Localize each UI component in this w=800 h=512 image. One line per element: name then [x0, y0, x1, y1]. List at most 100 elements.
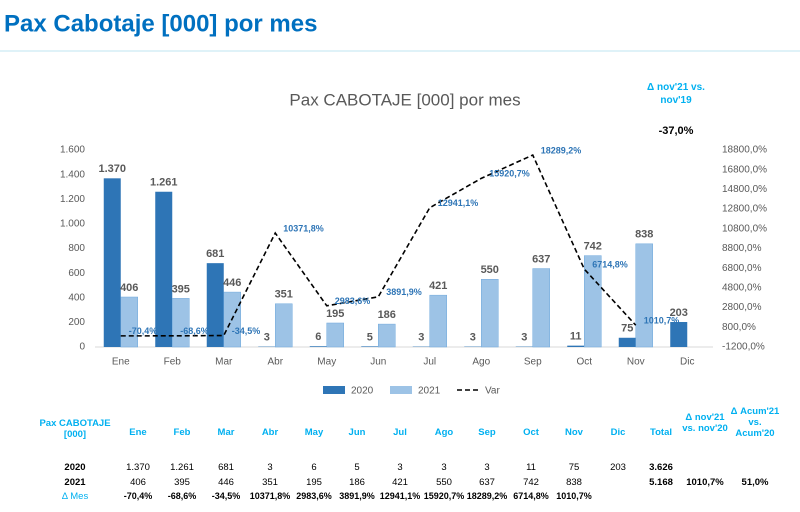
x-tick-label: Sep: [524, 357, 542, 368]
line-value-label: 12941,1%: [438, 198, 479, 208]
bar: [635, 243, 653, 348]
table-cell: 11: [526, 462, 536, 473]
line-value-label: -70,4%: [129, 326, 158, 336]
line-value-label: 18289,2%: [541, 145, 582, 155]
annotation: -37,0%: [659, 125, 694, 137]
x-tick-label: Dic: [680, 357, 694, 368]
table-total: 3.626: [649, 462, 673, 473]
bar: [155, 191, 173, 347]
y-tick-label: 1.600: [60, 145, 85, 156]
table-cell: 1.261: [170, 462, 194, 473]
bar-value-label: 838: [635, 229, 653, 241]
bar-value-label: 11: [570, 331, 582, 343]
table-cell: 75: [568, 462, 580, 473]
table-cell: 3: [484, 462, 490, 473]
y-tick-label: 200: [68, 317, 85, 328]
table-total: 5.168: [649, 477, 673, 488]
x-tick-label: Feb: [164, 357, 182, 368]
bar-value-label: 1.370: [98, 163, 126, 175]
table-header: Ago: [434, 427, 454, 438]
table-cell: 446: [218, 477, 234, 488]
table-header: Dic: [610, 427, 626, 438]
table-header: Jun: [348, 427, 366, 438]
page-title: Pax Cabotaje [000] por mes: [4, 10, 317, 37]
bar: [172, 298, 190, 348]
annotation: Δ nov'21 vs. nov'19: [647, 82, 705, 106]
y2-tick-label: 6800,0%: [722, 263, 762, 274]
bar: [481, 279, 499, 348]
table-cell: 406: [130, 477, 146, 488]
x-tick-label: Ene: [112, 357, 130, 368]
bar: [206, 263, 224, 347]
line-value-label: 10371,8%: [283, 223, 324, 233]
x-tick-label: Jul: [423, 357, 436, 368]
bar-value-label: 742: [584, 241, 602, 253]
table-cell: -34,5%: [211, 491, 241, 501]
y2-tick-label: 4800,0%: [722, 283, 762, 294]
bar-value-label: 3: [264, 332, 270, 344]
x-tick-label: Ago: [472, 357, 490, 368]
line-value-label: 15920,7%: [489, 169, 530, 179]
y-tick-label: 1.200: [60, 194, 85, 205]
bar: [309, 346, 327, 347]
line-value-label: 6714,8%: [592, 259, 628, 269]
table-cell: 5: [354, 462, 360, 473]
y2-tick-label: 12800,0%: [722, 204, 767, 215]
table-header: Mar: [217, 427, 235, 438]
bar: [567, 345, 585, 347]
table-cell: -70,4%: [123, 491, 153, 501]
bar-value-label: 186: [378, 309, 396, 321]
table-cell: 186: [349, 477, 365, 488]
y2-tick-label: 8800,0%: [722, 243, 762, 254]
table-cell: 203: [610, 462, 626, 473]
table-cell: 18289,2%: [466, 491, 508, 501]
table-header: Nov: [565, 427, 583, 438]
table-cell: 6: [311, 462, 317, 473]
bar-value-label: 5: [367, 331, 373, 343]
line-series: [120, 153, 637, 337]
y2-tick-label: 2800,0%: [722, 302, 762, 313]
line-value-label: 3891,9%: [386, 287, 422, 297]
y2-tick-label: 800,0%: [722, 322, 756, 333]
legend-label: 2020: [351, 386, 374, 397]
y-tick-label: 800: [68, 243, 85, 254]
bar: [103, 178, 121, 347]
legend-label: 2021: [418, 386, 441, 397]
table-cell: 421: [392, 477, 408, 488]
bar-value-label: 406: [120, 282, 138, 294]
bar: [378, 323, 396, 348]
bar-value-label: 421: [429, 280, 447, 292]
y2-tick-label: 16800,0%: [722, 164, 767, 175]
bar-value-label: 637: [532, 253, 550, 265]
bar: [326, 322, 344, 348]
table-cell: 550: [436, 477, 452, 488]
bar-value-label: 203: [670, 307, 688, 319]
chart-title: Pax CABOTAJE [000] por mes: [289, 90, 520, 109]
bar-value-label: 3: [521, 332, 527, 344]
x-tick-label: Oct: [576, 357, 592, 368]
x-tick-label: Nov: [627, 357, 645, 368]
table-header: Jul: [393, 427, 407, 438]
y2-tick-label: -1200,0%: [722, 342, 765, 353]
bar: [361, 346, 379, 347]
row-label: Δ Mes: [61, 491, 89, 502]
line-value-label: 2983,6%: [335, 296, 371, 306]
y2-tick-label: 10800,0%: [722, 223, 767, 234]
bar: [618, 337, 636, 347]
bar-value-label: 446: [223, 277, 241, 289]
table-total: 1010,7%: [686, 477, 724, 488]
bar-value-label: 3: [418, 332, 424, 344]
table-cell: 195: [306, 477, 322, 488]
y-tick-label: 0: [79, 342, 85, 353]
table-cell: 1010,7%: [556, 491, 592, 501]
table-header: May: [304, 427, 324, 438]
y-tick-label: 400: [68, 292, 85, 303]
y-tick-label: 1.400: [60, 169, 85, 180]
table-cell: 3: [267, 462, 273, 473]
table-header: Total: [650, 427, 672, 438]
y2-tick-label: 14800,0%: [722, 184, 767, 195]
bar-value-label: 195: [326, 308, 344, 320]
x-tick-label: Abr: [267, 357, 283, 368]
